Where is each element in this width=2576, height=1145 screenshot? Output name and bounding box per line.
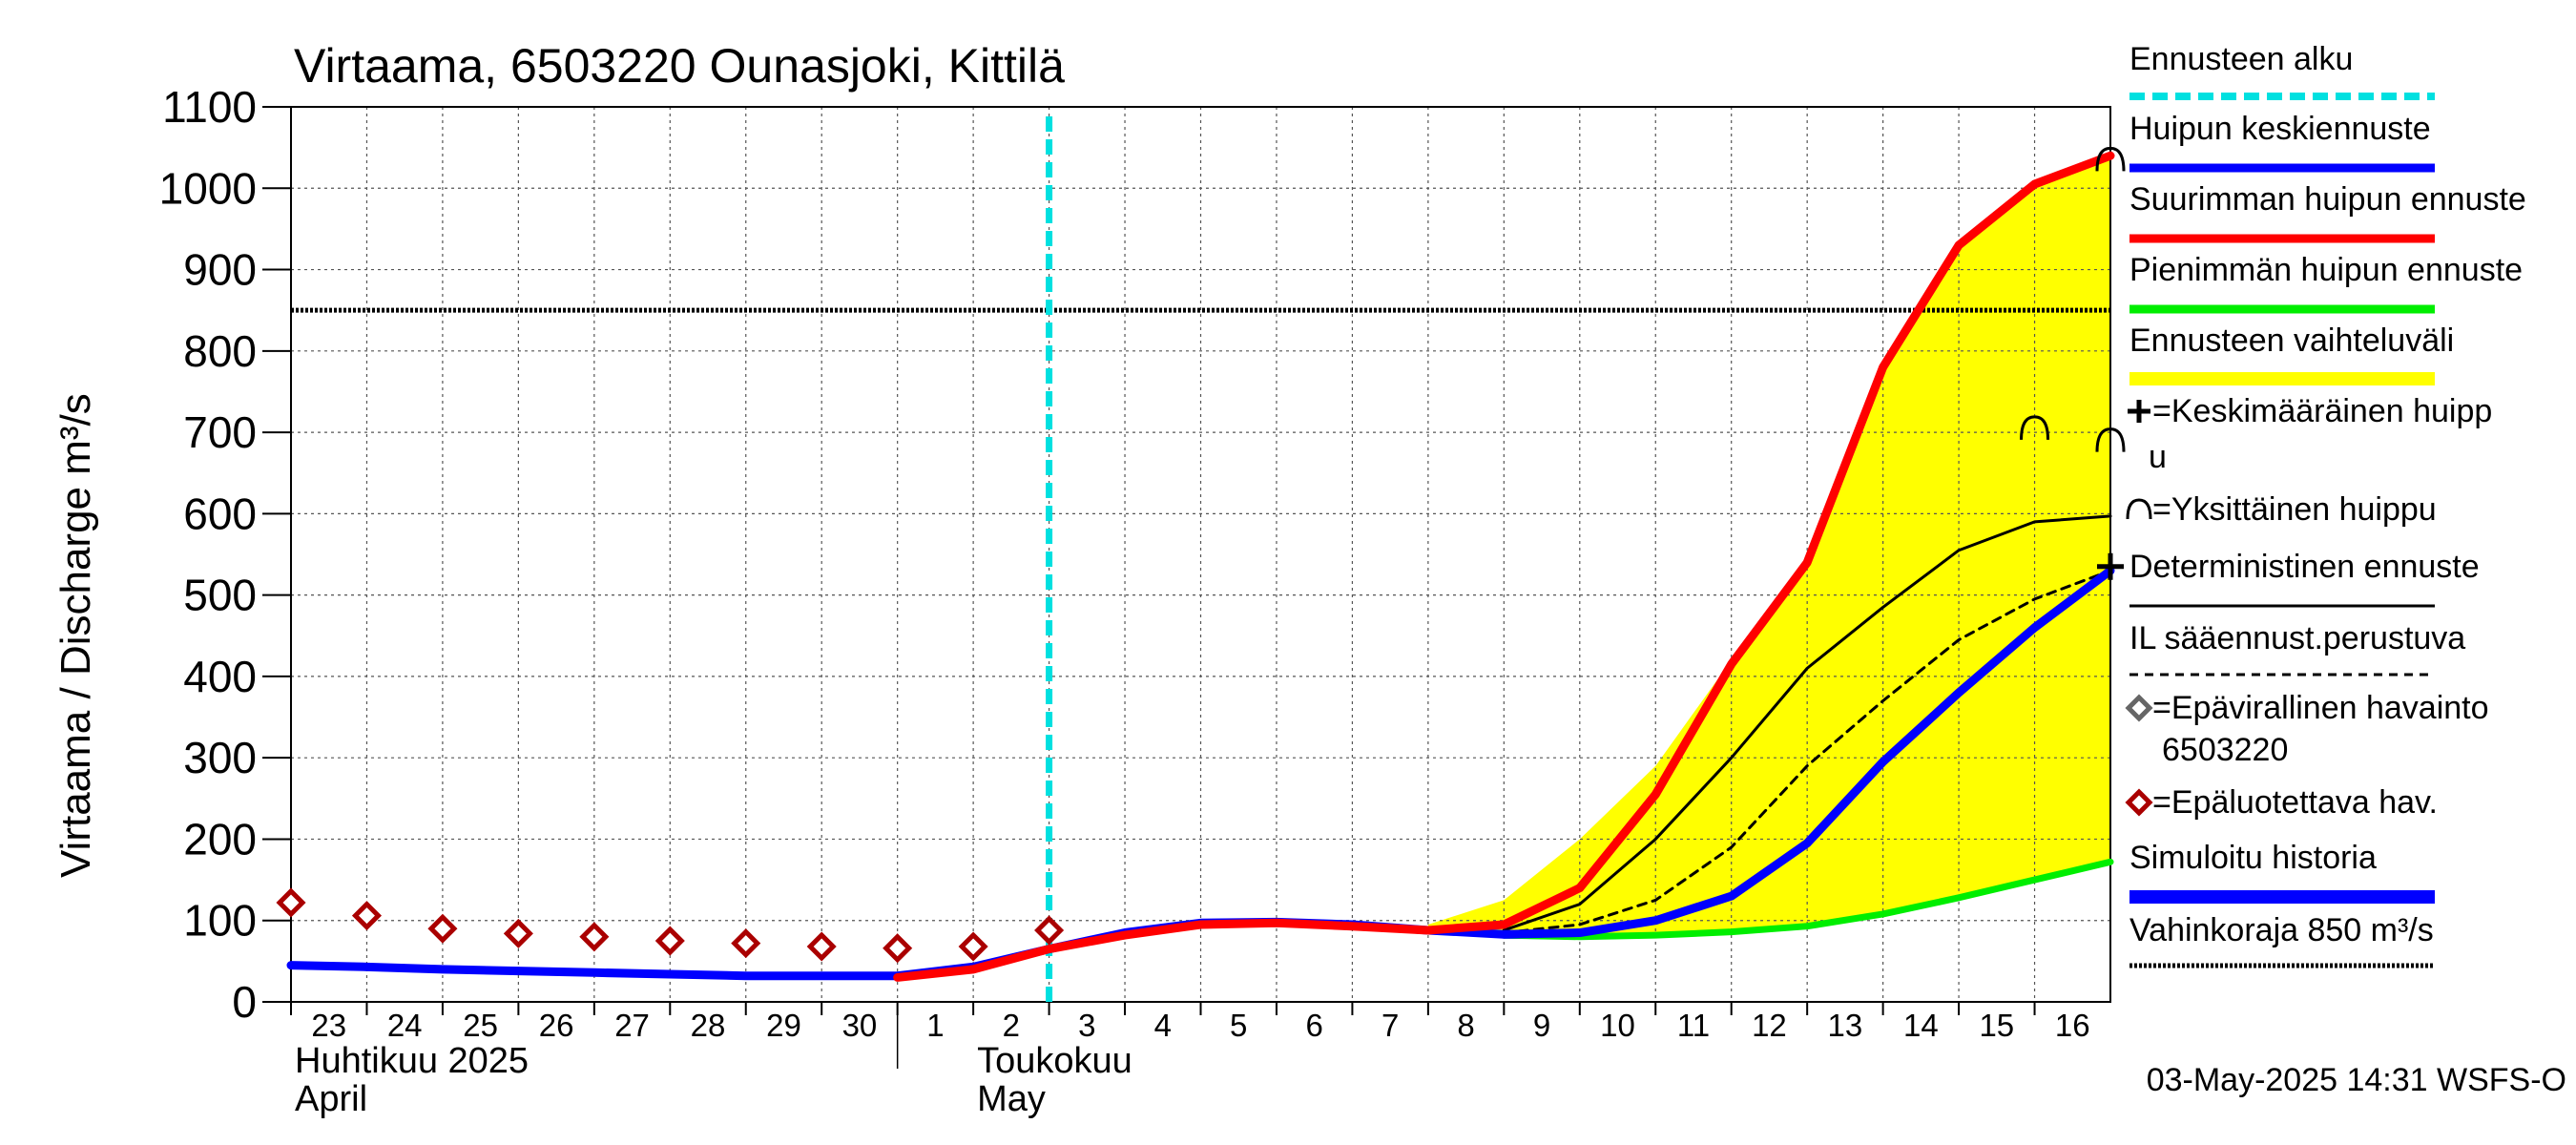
legend-label: IL sääennust.perustuva	[2129, 620, 2465, 656]
legend: Ennusteen alku Huipun keskiennuste Suurimm…	[2125, 41, 2526, 968]
legend-label: =Epävirallinen havainto	[2152, 690, 2489, 726]
x-tick-label: 2	[1003, 1008, 1020, 1043]
x-tick-label: 29	[766, 1008, 801, 1043]
legend-label: Huipun keskiennuste	[2129, 111, 2431, 147]
unreliable-observation-point	[427, 913, 458, 944]
y-tick-label: 1100	[162, 82, 257, 132]
x-tick-label: 24	[387, 1008, 423, 1043]
x-tick-label: 10	[1600, 1008, 1635, 1043]
legend-label: Simuloitu historia	[2129, 840, 2377, 876]
unreliable-observation-point	[276, 887, 306, 918]
y-tick-label: 700	[183, 407, 257, 457]
mean-peak-marker	[2097, 552, 2124, 580]
legend-label: Ennusteen vaihteluväli	[2129, 323, 2454, 359]
forecast-range-band	[1427, 156, 2110, 937]
y-tick-label: 900	[183, 245, 257, 295]
legend-label: Vahinkoraja 850 m³/s	[2129, 912, 2434, 948]
weather-based-forecast-line	[1502, 569, 2112, 935]
legend-label-cont: 6503220	[2162, 732, 2288, 768]
x-tick-label: 13	[1828, 1008, 1863, 1043]
x-tick-label: 30	[842, 1008, 878, 1043]
y-tick-label: 600	[183, 489, 257, 538]
x-tick-label: 1	[926, 1008, 944, 1043]
x-tick-label: 15	[1979, 1008, 2014, 1043]
y-tick-label: 300	[183, 733, 257, 782]
x-tick-label: 16	[2055, 1008, 2090, 1043]
unreliable-observation-point	[503, 918, 533, 948]
x-tick-label: 4	[1154, 1008, 1172, 1043]
chart-title: Virtaama, 6503220 Ounasjoki, Kittilä	[294, 39, 1065, 93]
unreliable-observation-point	[579, 922, 610, 952]
x-tick-label: 5	[1230, 1008, 1247, 1043]
y-tick-label: 0	[232, 977, 257, 1027]
single-peak-marker	[2020, 415, 2050, 440]
month-label-en: May	[977, 1079, 1046, 1119]
x-tick-label: 9	[1533, 1008, 1550, 1043]
month-label: Huhtikuu 2025	[295, 1041, 529, 1081]
x-tick-label: 8	[1457, 1008, 1474, 1043]
min-peak-forecast-line	[1500, 858, 2114, 941]
unreliable-observation-point	[958, 931, 988, 962]
deterministic-forecast-line	[1502, 514, 2112, 932]
unreliable-observation-point	[1034, 915, 1065, 946]
timestamp: 03-May-2025 14:31 WSFS-O	[2147, 1062, 2566, 1098]
legend-label-cont: u	[2149, 439, 2167, 475]
legend-marker-unreliable-observation	[2125, 788, 2153, 817]
legend-marker-unofficial-observation	[2125, 694, 2153, 722]
x-tick-label: 12	[1752, 1008, 1787, 1043]
x-tick-label: 3	[1078, 1008, 1095, 1043]
y-tick-label: 1000	[159, 163, 257, 213]
x-tick-label: 11	[1677, 1008, 1710, 1043]
month-label: Toukokuu	[977, 1041, 1132, 1081]
x-tick-label: 28	[691, 1008, 726, 1043]
unreliable-observation-point	[654, 926, 685, 956]
x-tick-label: 14	[1903, 1008, 1939, 1043]
y-tick-label: 800	[183, 326, 257, 376]
x-tick-label: 25	[463, 1008, 498, 1043]
legend-label: =Keskimääräinen huipp	[2152, 393, 2492, 429]
single-peak-marker	[2095, 146, 2126, 172]
unreliable-observation-point	[883, 933, 913, 964]
mean-peak-forecast-line	[1499, 566, 2115, 939]
x-tick-label: 26	[539, 1008, 574, 1043]
unreliable-observation-point	[806, 931, 837, 962]
max-peak-forecast-line	[893, 151, 2115, 982]
x-tick-label: 27	[614, 1008, 650, 1043]
legend-label: =Epäluotettava hav.	[2152, 784, 2438, 821]
y-tick-label: 400	[183, 652, 257, 701]
legend-label: Suurimman huipun ennuste	[2129, 181, 2526, 218]
y-tick-label: 200	[183, 814, 257, 864]
month-label-en: April	[295, 1079, 367, 1119]
x-tick-label: 23	[311, 1008, 346, 1043]
legend-label: Ennusteen alku	[2129, 41, 2353, 77]
x-tick-label: 7	[1381, 1008, 1399, 1043]
y-tick-label: 100	[183, 896, 257, 946]
legend-label: Pienimmän huipun ennuste	[2129, 252, 2523, 288]
legend-label: =Yksittäinen huippu	[2152, 491, 2437, 528]
unreliable-observation-point	[351, 901, 382, 931]
legend-marker-mean-peak	[2128, 400, 2150, 423]
legend-label: Deterministinen ennuste	[2129, 549, 2480, 585]
legend-marker-single-peak	[2126, 498, 2152, 520]
y-axis-label: Virtaama / Discharge m³/s	[52, 393, 99, 878]
single-peak-marker	[2095, 427, 2126, 452]
y-tick-label: 500	[183, 571, 257, 620]
unreliable-observation-point	[731, 928, 761, 959]
x-tick-label: 6	[1306, 1008, 1323, 1043]
